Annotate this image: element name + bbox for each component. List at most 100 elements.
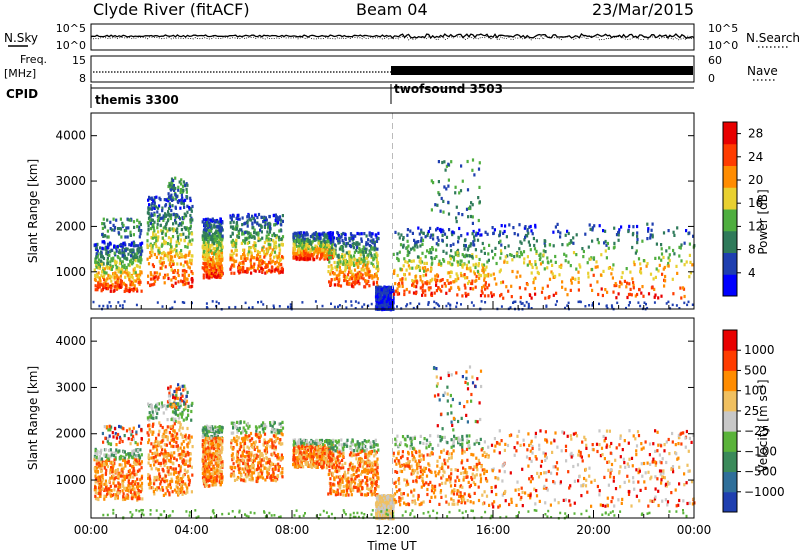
power-echo-cell — [270, 251, 273, 255]
power-echo-cell — [136, 255, 139, 259]
velocity-echo-cell — [153, 442, 156, 446]
power-echo-cell — [159, 256, 162, 260]
power-echo-cell — [174, 219, 177, 223]
power-echo-cell — [205, 250, 209, 254]
power-echo-cell — [350, 237, 353, 241]
power-echo-cell — [344, 233, 347, 237]
power-echo-cell — [348, 236, 351, 240]
power-echo-cell — [463, 273, 466, 277]
power-echo-cell — [176, 213, 179, 217]
power-echo-cell — [552, 244, 555, 248]
power-echo-cell — [676, 226, 679, 230]
power-echo-cell — [430, 279, 433, 283]
power-echo-cell — [109, 274, 112, 278]
power-echo-cell — [258, 261, 261, 265]
power-echo-cell — [218, 257, 221, 261]
power-echo-cell — [314, 231, 317, 235]
velocity-echo-cell — [100, 457, 104, 461]
power-echo-cell — [323, 235, 326, 239]
power-echo-cell — [277, 269, 280, 273]
power-echo-cell — [110, 279, 113, 283]
power-echo-cell — [570, 278, 573, 282]
power-echo-cell — [641, 285, 644, 289]
power-echo-cell — [189, 213, 192, 218]
power-echo-cell — [121, 260, 124, 264]
power-echo-cell — [295, 255, 298, 259]
power-echo-cell — [153, 282, 156, 286]
power-echo-cell — [147, 274, 150, 278]
power-echo-cell — [293, 251, 296, 255]
power-echo-cell — [99, 262, 102, 266]
power-echo-cell — [107, 250, 110, 254]
velocity-echo-cell — [141, 497, 144, 501]
power-echo-cell — [186, 210, 189, 214]
power-echo-cell — [369, 239, 372, 243]
power-echo-cell — [478, 161, 481, 165]
velocity-echo-cell — [174, 419, 177, 423]
power-echo-cell — [437, 238, 440, 242]
power-echo-cell — [147, 224, 150, 228]
power-echo-cell — [619, 280, 622, 284]
power-echo-cell — [179, 206, 182, 210]
power-echo-cell — [428, 281, 431, 285]
power-echo-cell — [105, 279, 108, 283]
power-echo-cell — [172, 284, 175, 288]
velocity-echo-cell — [98, 491, 101, 495]
power-echo-cell — [425, 282, 429, 286]
power-echo-cell — [280, 262, 283, 267]
power-echo-cell — [337, 253, 340, 257]
power-echo-cell — [403, 257, 406, 261]
power-echo-cell — [591, 304, 594, 307]
power-echo-cell — [205, 217, 208, 221]
power-echo-cell — [279, 228, 282, 232]
power-echo-cell — [219, 275, 222, 280]
power-echo-cell — [343, 261, 346, 265]
power-echo-cell — [174, 176, 177, 180]
power-echo-cell — [302, 238, 305, 242]
power-echo-cell — [309, 257, 312, 261]
power-echo-cell — [419, 275, 422, 279]
power-echo-cell — [137, 258, 140, 262]
power-echo-cell — [98, 304, 101, 308]
power-echo-cell — [636, 231, 639, 235]
power-echo-cell — [540, 290, 544, 294]
power-echo-cell — [628, 301, 631, 304]
power-echo-cell — [667, 256, 670, 260]
power-echo-cell — [126, 247, 129, 251]
power-echo-cell — [450, 270, 453, 274]
power-echo-cell — [156, 219, 160, 223]
power-echo-cell — [330, 237, 333, 241]
power-echo-cell — [97, 266, 100, 270]
power-echo-cell — [488, 243, 491, 247]
power-echo-cell — [303, 237, 306, 241]
velocity-echo-cell — [148, 474, 151, 478]
power-echo-cell — [421, 293, 424, 297]
power-echo-cell — [250, 251, 253, 255]
power-echo-cell — [208, 276, 211, 280]
power-echo-cell — [262, 220, 265, 224]
power-echo-cell — [660, 252, 664, 256]
power-echo-cell — [115, 218, 118, 222]
velocity-echo-cell — [99, 492, 102, 496]
power-colorbar-swatch — [723, 274, 737, 297]
power-echo-cell — [416, 255, 420, 259]
power-echo-cell — [676, 271, 679, 275]
velocity-echo-cell — [121, 497, 125, 502]
power-echo-cell — [168, 262, 171, 267]
power-echo-cell — [463, 283, 466, 287]
power-echo-cell — [437, 286, 440, 290]
power-echo-cell — [564, 259, 567, 263]
power-echo-cell — [93, 277, 97, 281]
power-echo-cell — [378, 290, 381, 294]
power-echo-cell — [96, 275, 99, 279]
power-echo-cell — [613, 245, 616, 249]
power-heatmap — [92, 113, 696, 312]
power-echo-cell — [460, 274, 463, 278]
power-echo-cell — [524, 287, 527, 291]
velocity-echo-cell — [156, 486, 159, 490]
velocity-echo-cell — [123, 475, 126, 479]
velocity-echo-cell — [126, 474, 129, 479]
power-echo-cell — [626, 281, 629, 285]
power-echo-cell — [396, 256, 399, 260]
power-echo-cell — [253, 219, 256, 223]
